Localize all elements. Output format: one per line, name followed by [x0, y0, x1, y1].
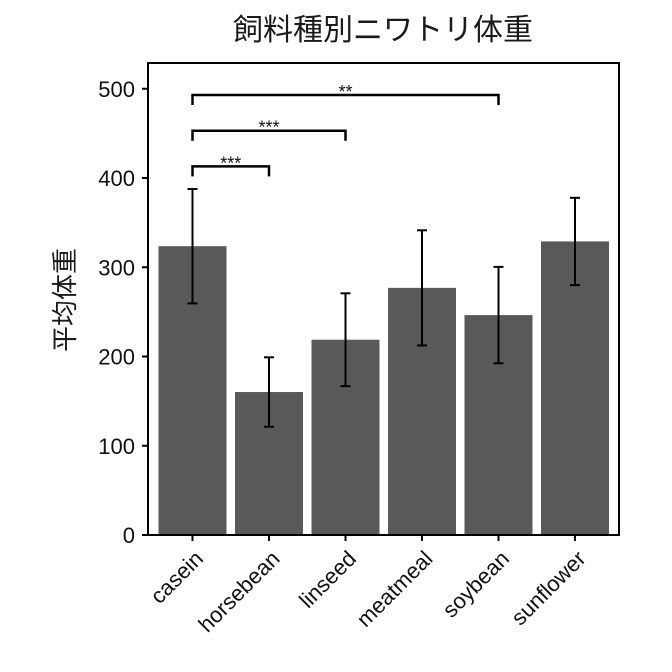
- x-tick-label-horsebean: horsebean: [193, 546, 284, 637]
- error-bar-linseed: [340, 292, 351, 388]
- x-tick-label-meatmeal: meatmeal: [352, 546, 438, 632]
- significance-bracket-casein-horsebean: ***: [191, 153, 271, 177]
- error-bar-casein: [187, 187, 198, 305]
- x-tick-label-soybean: soybean: [438, 546, 515, 623]
- y-tick-label: 100: [98, 434, 135, 459]
- y-axis-label: 平均体重: [51, 248, 81, 352]
- y-tick-label: 200: [98, 345, 135, 370]
- error-bar-soybean: [493, 265, 504, 365]
- y-tick-label: 0: [123, 523, 135, 548]
- plot-frame: [147, 62, 620, 536]
- y-tick-label: 500: [98, 77, 135, 102]
- y-axis: 0 100 200 300 400 500: [98, 77, 148, 548]
- chart-title: 飼料種別ニワトリ体重: [233, 13, 533, 48]
- error-bar-sunflower: [570, 196, 580, 287]
- error-bar-meatmeal: [417, 229, 427, 347]
- x-tick-label-linseed: linseed: [294, 546, 361, 613]
- significance-label: ***: [220, 153, 241, 173]
- significance-label: **: [338, 82, 352, 102]
- significance-brackets: ********: [191, 82, 500, 177]
- error-bars-group: [187, 187, 580, 428]
- x-tick-label-casein: casein: [145, 546, 208, 609]
- significance-bracket-casein-soybean: **: [191, 82, 500, 105]
- y-tick-label: 300: [98, 255, 135, 280]
- bars-group: [158, 241, 609, 535]
- bar-sunflower: [541, 241, 609, 535]
- significance-bracket-casein-linseed: ***: [191, 118, 347, 141]
- y-tick-label: 400: [98, 166, 135, 191]
- error-bar-horsebean: [264, 356, 274, 428]
- significance-label: ***: [258, 118, 279, 138]
- x-tick-label-sunflower: sunflower: [506, 546, 590, 630]
